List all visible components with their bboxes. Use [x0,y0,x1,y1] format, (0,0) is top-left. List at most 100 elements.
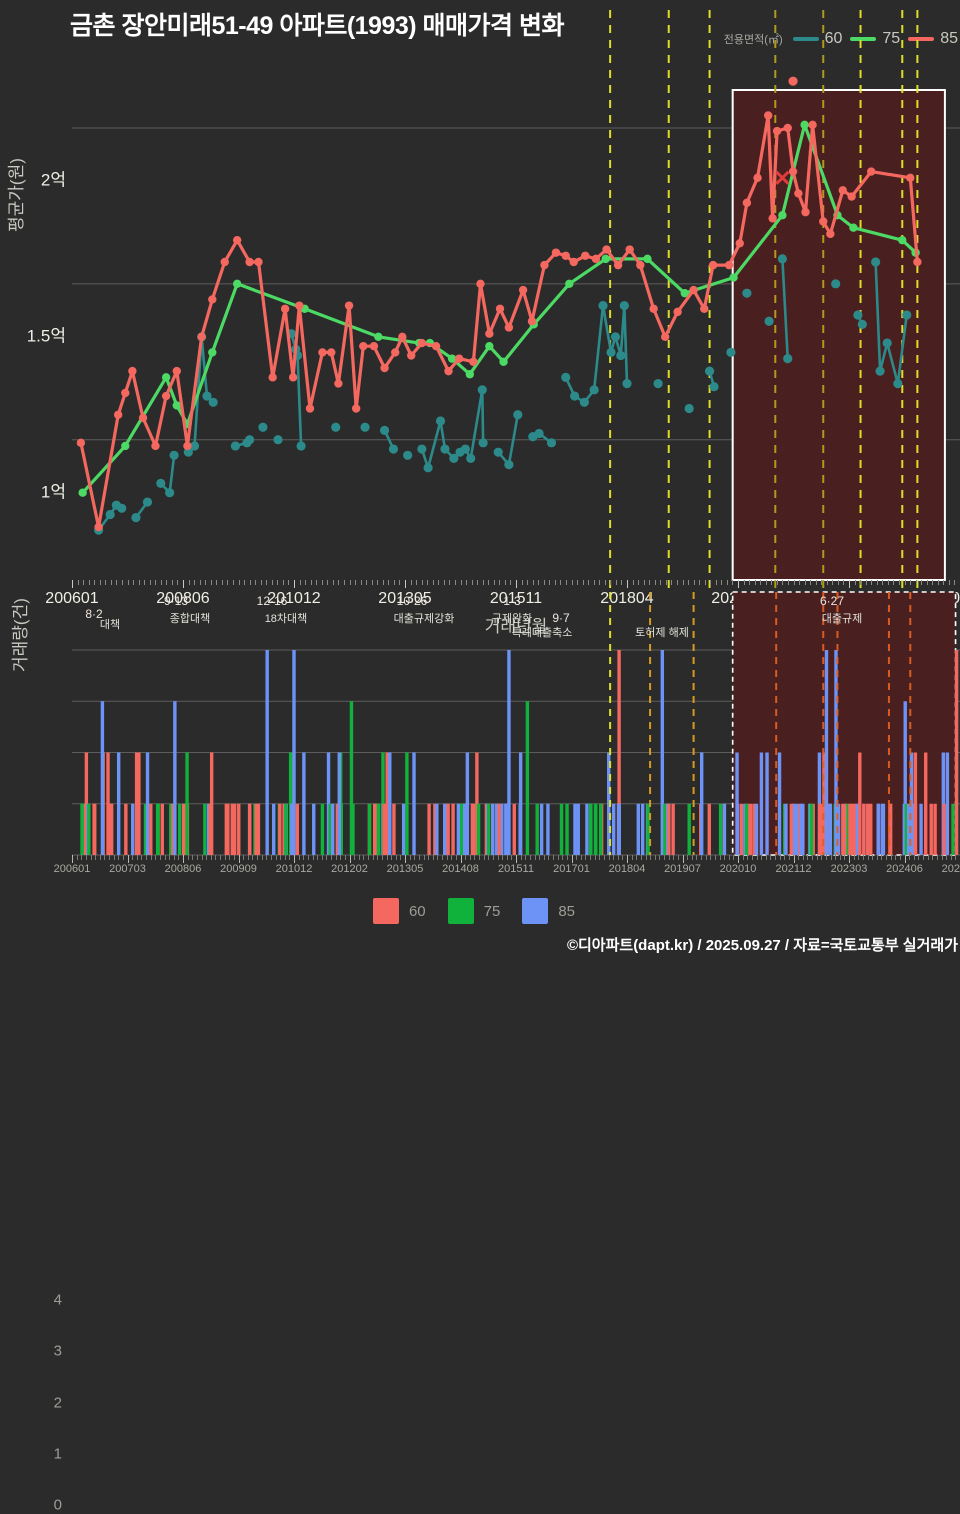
volume-bar-85[interactable] [573,804,576,855]
volume-bar-60[interactable] [858,753,861,856]
legend-item-85[interactable]: 85 [908,30,958,48]
volume-bar-75[interactable] [487,804,490,855]
volume-bar-60[interactable] [671,804,674,855]
volume-bar-85[interactable] [795,804,798,855]
volume-bar-60[interactable] [853,804,856,855]
volume-bar-75[interactable] [535,804,538,855]
volume-bar-85[interactable] [265,650,268,855]
volume-bar-85[interactable] [338,753,341,856]
volume-bar-60[interactable] [866,804,869,855]
volume-bar-75[interactable] [526,701,529,855]
volume-bar-60[interactable] [740,804,743,855]
volume-bar-85[interactable] [755,804,758,855]
volume-bar-85[interactable] [402,804,405,855]
legend-item-75[interactable]: 75 [850,30,900,48]
volume-bar-85[interactable] [302,753,305,856]
volume-bar-60[interactable] [446,804,449,855]
volume-bar-85[interactable] [146,753,149,856]
volume-bar-60[interactable] [392,804,395,855]
volume-bar-60[interactable] [749,804,752,855]
volume-bar-85[interactable] [173,701,176,855]
volume-bar-75[interactable] [594,804,597,855]
volume-bar-75[interactable] [203,804,206,855]
volume-bar-85[interactable] [292,650,295,855]
volume-bar-75[interactable] [368,804,371,855]
volume-bar-75[interactable] [321,804,324,855]
volume-bar-85[interactable] [312,804,315,855]
volume-bar-85[interactable] [507,650,510,855]
volume-bar-60[interactable] [472,804,475,855]
volume-bar-85[interactable] [577,804,580,855]
volume-bar-60[interactable] [110,804,113,855]
volume-bar-60[interactable] [248,804,251,855]
volume-bar-75[interactable] [377,804,380,855]
volume-bar-85[interactable] [466,753,469,856]
volume-bar-75[interactable] [589,804,592,855]
volume-bar-60[interactable] [933,804,936,855]
volume-bar-85[interactable] [585,804,588,855]
volume-bar-85[interactable] [457,804,460,855]
legend-item-60[interactable]: 60 [793,30,843,48]
volume-bar-85[interactable] [637,804,640,855]
volume-bar-85[interactable] [272,804,275,855]
volume-bar-75[interactable] [810,804,813,855]
volume-bar-60[interactable] [161,804,164,855]
volume-bar-60[interactable] [841,804,844,855]
volume-bar-60[interactable] [451,804,454,855]
volume-bar-85[interactable] [736,804,739,855]
volume-bar-60[interactable] [210,753,213,856]
volume-bar-75[interactable] [719,804,722,855]
volume-bar-85[interactable] [946,753,949,856]
volume-bar-60[interactable] [124,804,127,855]
volume-bar-75[interactable] [565,804,568,855]
volume-bar-60[interactable] [233,804,236,855]
volume-bar-85[interactable] [784,804,787,855]
volume-bar-75[interactable] [460,804,463,855]
volume-bar-85[interactable] [760,753,763,856]
volume-bar-85[interactable] [829,804,832,855]
volume-bar-75[interactable] [951,804,954,855]
volume-bar-75[interactable] [284,804,287,855]
volume-bar-75[interactable] [185,753,188,856]
volume-bar-60[interactable] [955,650,958,855]
volume-bar-85[interactable] [919,804,922,855]
volume-bar-85[interactable] [540,804,543,855]
volume-bar-75[interactable] [687,804,690,855]
volume-bar-85[interactable] [331,804,334,855]
volume-bar-75[interactable] [157,804,160,855]
volume-bar-85[interactable] [491,804,494,855]
volume-bar-60[interactable] [255,804,258,855]
volume-bar-60[interactable] [93,804,96,855]
price-chart-plot[interactable] [72,50,960,580]
volume-bar-75[interactable] [178,804,181,855]
volume-bar-85[interactable] [700,753,703,856]
volume-bar-75[interactable] [351,804,354,855]
volume-bar-60[interactable] [149,804,152,855]
volume-bar-60[interactable] [869,804,872,855]
volume-bar-60[interactable] [237,804,240,855]
volume-bar-85[interactable] [801,804,804,855]
volume-bar-85[interactable] [435,804,438,855]
volume-bar-60[interactable] [497,804,500,855]
volume-bar-75[interactable] [745,804,748,855]
volume-bar-85[interactable] [101,701,104,855]
volume-bar-85[interactable] [443,804,446,855]
volume-bar-85[interactable] [388,753,391,856]
volume-bar-75[interactable] [560,804,563,855]
volume-bar-85[interactable] [877,804,880,855]
volume-bar-85[interactable] [778,753,781,856]
volume-bar-60[interactable] [278,804,281,855]
volume-bar-75[interactable] [405,753,408,856]
volume-bar-60[interactable] [943,804,946,855]
volume-bar-85[interactable] [618,804,621,855]
volume-bar-60[interactable] [930,804,933,855]
volume-bar-85[interactable] [880,804,883,855]
volume-bar-75[interactable] [80,804,83,855]
volume-bar-85[interactable] [519,753,522,856]
volume-bar-60[interactable] [225,804,228,855]
volume-bar-60[interactable] [914,804,917,855]
volume-bar-85[interactable] [765,753,768,856]
volume-bar-75[interactable] [477,804,480,855]
volume-bar-75[interactable] [87,804,90,855]
